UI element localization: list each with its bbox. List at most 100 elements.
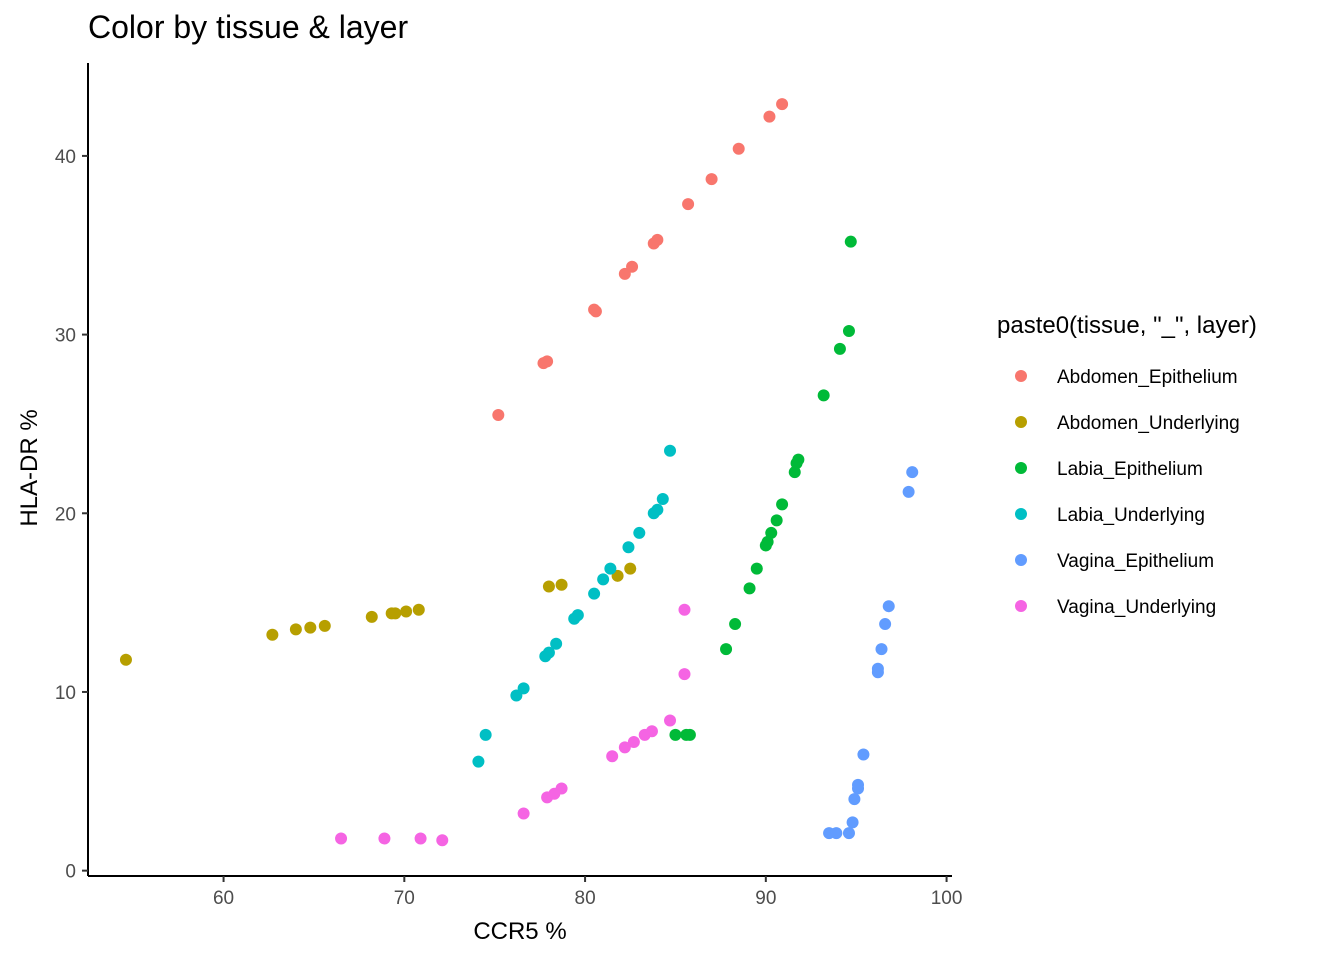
data-point	[589, 305, 602, 318]
x-tick-label: 60	[213, 888, 234, 909]
data-point	[597, 573, 610, 586]
series-group	[669, 235, 857, 741]
data-point	[510, 689, 523, 702]
data-point	[541, 791, 554, 804]
data-point	[412, 603, 425, 616]
data-point	[365, 610, 378, 623]
x-axis-title: CCR5 %	[473, 918, 566, 945]
data-point	[732, 142, 745, 155]
x-axis-ticks: 60 70 80 90 100	[213, 876, 962, 909]
legend-label: Abdomen_Underlying	[1057, 413, 1240, 434]
data-point	[542, 580, 555, 593]
data-point	[664, 714, 677, 727]
data-point	[682, 198, 695, 211]
data-point	[492, 409, 505, 422]
data-point	[624, 562, 637, 575]
y-tick-label: 40	[55, 147, 76, 168]
data-point	[776, 498, 789, 511]
data-point	[776, 98, 789, 111]
legend-key	[1015, 554, 1027, 566]
data-point	[669, 728, 682, 741]
data-point	[879, 618, 892, 631]
data-point	[119, 653, 132, 666]
data-point	[844, 235, 857, 248]
data-point	[266, 628, 279, 641]
x-tick-label: 90	[755, 888, 776, 909]
legend-label: Abdomen_Epithelium	[1057, 367, 1238, 388]
y-tick-label: 30	[55, 326, 76, 347]
series-group	[492, 98, 789, 422]
data-point	[541, 355, 554, 368]
legend-key	[1015, 416, 1027, 428]
data-point	[436, 834, 449, 847]
data-point	[555, 578, 568, 591]
y-tick-label: 20	[55, 504, 76, 525]
data-point	[517, 807, 530, 820]
data-point	[720, 643, 733, 656]
data-point	[622, 541, 635, 554]
data-point	[414, 832, 427, 845]
data-point	[842, 325, 855, 338]
series-group	[335, 603, 691, 847]
x-tick-label: 70	[394, 888, 415, 909]
data-point	[817, 389, 830, 402]
plot-area	[119, 98, 919, 847]
data-point	[647, 507, 660, 520]
data-point	[788, 466, 801, 479]
legend-title: paste0(tissue, "_", layer)	[997, 312, 1257, 339]
chart-title: Color by tissue & layer	[88, 9, 408, 45]
data-point	[759, 539, 772, 552]
x-tick-label: 80	[575, 888, 596, 909]
data-point	[588, 587, 601, 600]
data-point	[335, 832, 348, 845]
data-point	[633, 526, 646, 539]
data-point	[902, 485, 915, 498]
legend-items: Abdomen_Epithelium Abdomen_Underlying Labi…	[1015, 367, 1240, 618]
data-point	[882, 600, 895, 613]
data-point	[400, 605, 413, 618]
data-point	[289, 623, 302, 636]
data-point	[729, 618, 742, 631]
x-tick-label: 100	[931, 888, 963, 909]
y-axis-title: HLA-DR %	[16, 409, 43, 526]
data-point	[539, 650, 552, 663]
data-point	[304, 621, 317, 634]
data-point	[848, 793, 861, 806]
data-point	[683, 728, 696, 741]
data-point	[378, 832, 391, 845]
data-point	[651, 233, 664, 246]
data-point	[664, 444, 677, 457]
data-point	[389, 607, 402, 620]
legend-label: Labia_Underlying	[1057, 505, 1205, 526]
data-point	[852, 782, 865, 795]
data-point	[678, 668, 691, 681]
data-point	[763, 110, 776, 123]
data-point	[638, 728, 651, 741]
data-point	[906, 466, 919, 479]
legend-key	[1015, 600, 1027, 612]
legend-key	[1015, 370, 1027, 382]
data-point	[568, 612, 581, 625]
y-tick-label: 0	[65, 862, 76, 883]
data-point	[604, 562, 617, 575]
y-axis-ticks: 0 10 20 30 40	[55, 147, 88, 883]
data-point	[833, 342, 846, 355]
data-point	[550, 637, 563, 650]
data-point	[830, 827, 843, 840]
legend: paste0(tissue, "_", layer) Abdomen_Epith…	[997, 312, 1257, 618]
data-point	[857, 748, 870, 761]
data-point	[743, 582, 756, 595]
legend-key	[1015, 508, 1027, 520]
data-point	[626, 260, 639, 273]
series-group	[472, 444, 677, 768]
series-group	[119, 562, 637, 666]
data-point	[627, 735, 640, 748]
data-point	[472, 755, 485, 768]
data-point	[842, 827, 855, 840]
legend-key	[1015, 462, 1027, 474]
data-point	[678, 603, 691, 616]
data-point	[750, 562, 763, 575]
data-point	[846, 816, 859, 829]
data-point	[790, 457, 803, 470]
